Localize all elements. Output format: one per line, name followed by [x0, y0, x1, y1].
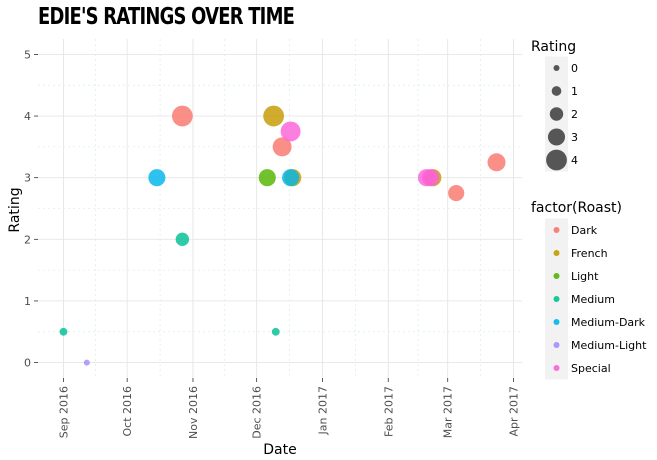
color-legend-title: factor(Roast): [531, 200, 622, 216]
x-tick-label: Jan 2017: [316, 386, 329, 435]
color-legend-key: [553, 319, 560, 325]
color-legend-label: French: [571, 247, 608, 260]
size-legend-items: 0 1 2 3 4: [545, 56, 578, 172]
color-legend-label: Light: [571, 270, 599, 283]
color-legend-key: [553, 296, 560, 302]
x-tick-label: Sep 2016: [57, 386, 70, 438]
y-tick-label: 5: [24, 48, 31, 61]
color-legend-key: [553, 342, 560, 348]
size-legend-key: [547, 128, 566, 146]
size-legend-key: [551, 86, 562, 96]
size-legend-key: [553, 65, 560, 71]
color-legend-key: [553, 273, 560, 279]
x-tick-label: Oct 2016: [121, 386, 134, 437]
data-point: [448, 185, 465, 202]
data-point: [422, 169, 440, 187]
color-legend-label: Medium-Dark: [571, 316, 646, 329]
size-legend-label: 1: [571, 85, 578, 98]
data-point: [171, 105, 193, 127]
y-axis-title: Rating: [7, 187, 23, 232]
size-legend-key: [546, 149, 567, 171]
color-legend-label: Medium-Light: [571, 339, 647, 352]
color-legend-label: Medium: [571, 293, 615, 306]
data-point: [272, 137, 292, 157]
data-point: [282, 169, 300, 187]
data-point: [175, 232, 190, 247]
axis-layer: 0 1 2 3 4 5 Sep 2016 Oct 2016 Nov 2016 Dec 2016 Ja…: [24, 48, 521, 439]
size-legend-title: Rating: [531, 39, 576, 55]
y-tick-label: 1: [24, 295, 31, 308]
data-point: [280, 121, 301, 142]
x-tick-label: Nov 2016: [187, 386, 200, 439]
data-point: [148, 169, 166, 187]
x-tick-label: Feb 2017: [382, 386, 395, 437]
x-axis-title: Date: [263, 442, 296, 458]
color-legend-key: [553, 250, 560, 256]
data-point: [83, 359, 90, 366]
color-legend-items: Dark French Light Medium Medium-Dark Medium-L…: [545, 218, 647, 380]
y-tick-label: 4: [24, 110, 31, 123]
color-legend-key: [553, 227, 560, 233]
y-tick-label: 0: [24, 357, 31, 370]
data-point: [59, 327, 68, 336]
chart-title: Edie's ratings over time: [38, 4, 295, 30]
data-point: [487, 153, 506, 172]
color-legend-label: Dark: [571, 224, 598, 237]
size-legend-label: 2: [571, 108, 578, 121]
data-point: [271, 327, 280, 336]
color-legend-key: [553, 365, 560, 371]
grid-layer: [38, 39, 522, 378]
legend: Rating 0 1 2 3 4 factor(Roast) Dark French Lig…: [531, 39, 647, 380]
size-legend-key: [549, 107, 564, 121]
x-tick-label: Apr 2017: [508, 386, 521, 437]
size-legend-label: 3: [571, 131, 578, 144]
x-tick-label: Dec 2016: [251, 386, 264, 439]
x-tick-label: Mar 2017: [442, 386, 455, 438]
data-point: [258, 169, 276, 187]
color-legend-label: Special: [571, 362, 611, 375]
point-layer: [59, 105, 506, 366]
size-legend-label: 4: [571, 154, 578, 167]
y-tick-label: 2: [24, 233, 31, 246]
data-point: [263, 105, 285, 127]
y-tick-label: 3: [24, 172, 31, 185]
size-legend-label: 0: [571, 62, 578, 75]
